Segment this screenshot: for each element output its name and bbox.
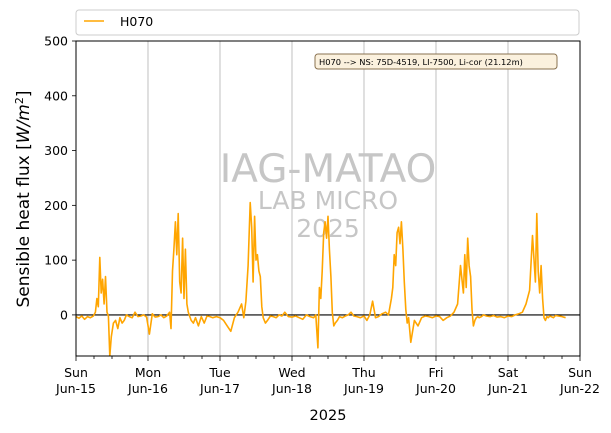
plot-area: IAG-MATAO LAB MICRO 2025 H070 --> NS: 75… [75, 40, 581, 357]
y-tick-label: 0 [60, 307, 68, 322]
y-tick-label: 400 [44, 88, 68, 103]
x-tick-label-day: Tue [208, 365, 231, 380]
y-tick-label: 500 [44, 34, 68, 49]
x-tick-label-date: Jun-18 [271, 381, 312, 396]
series-line-h070 [76, 201, 566, 356]
legend: H070 [75, 9, 580, 36]
x-tick-label-date: Jun-19 [343, 381, 384, 396]
x-tick-label-date: Jun-21 [487, 381, 528, 396]
legend-label-h070: H070 [120, 14, 153, 29]
watermark-title: IAG-MATAO [220, 147, 437, 192]
x-axis: SunJun-15MonJun-16TueJun-17WedJun-18ThuJ… [55, 356, 600, 396]
y-axis-label: Sensible heat flux [W/m2] [13, 90, 35, 307]
x-tick-label-date: Jun-15 [55, 381, 96, 396]
x-tick-label-day: Sun [568, 365, 592, 380]
x-tick-label-day: Sun [64, 365, 88, 380]
y-tick-label: 100 [44, 253, 68, 268]
x-tick-label-day: Thu [351, 365, 375, 380]
x-tick-label-date: Jun-17 [199, 381, 240, 396]
x-tick-label-date: Jun-16 [127, 381, 168, 396]
x-axis-label: 2025 [310, 408, 347, 424]
x-tick-label-date: Jun-20 [415, 381, 456, 396]
x-tick-label-day: Sat [498, 365, 519, 380]
x-tick-label-day: Wed [278, 365, 305, 380]
watermark-subtitle: LAB MICRO [258, 186, 398, 215]
y-tick-label: 300 [44, 143, 68, 158]
x-tick-label-day: Fri [429, 365, 444, 380]
gridlines [147, 41, 509, 356]
annotation: H070 --> NS: 75D-4519, LI-7500, Li-cor (… [314, 53, 558, 70]
y-axis: 0 100 200 300 400 500 [44, 34, 76, 322]
annotation-text: H070 --> NS: 75D-4519, LI-7500, Li-cor (… [319, 57, 523, 67]
x-tick-label-day: Mon [135, 365, 161, 380]
x-tick-label-date: Jun-22 [559, 381, 600, 396]
y-tick-label: 200 [44, 198, 68, 213]
